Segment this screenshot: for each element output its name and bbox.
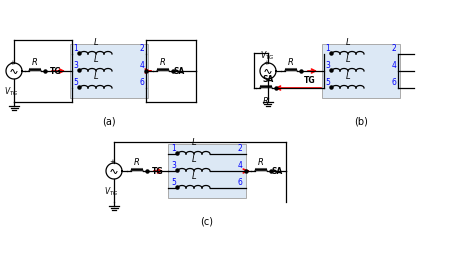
- Text: 6: 6: [139, 78, 145, 87]
- Text: $R$: $R$: [288, 56, 294, 67]
- Text: 5: 5: [73, 78, 78, 87]
- Text: $L$: $L$: [345, 70, 351, 81]
- Text: 5: 5: [326, 78, 330, 87]
- Text: SA: SA: [174, 67, 185, 76]
- Bar: [168, 145, 246, 198]
- Text: $V_{TG}$: $V_{TG}$: [104, 184, 118, 197]
- Text: $L$: $L$: [93, 53, 99, 64]
- Text: TG: TG: [152, 167, 164, 176]
- Text: 1: 1: [172, 144, 176, 152]
- Text: 3: 3: [326, 61, 330, 70]
- Text: $R$: $R$: [31, 56, 38, 67]
- Text: (b): (b): [354, 117, 368, 126]
- Text: 5: 5: [172, 177, 176, 186]
- Text: 6: 6: [392, 78, 396, 87]
- Text: +: +: [263, 59, 269, 65]
- Text: 6: 6: [237, 177, 242, 186]
- Text: 2: 2: [140, 44, 145, 53]
- Text: $L$: $L$: [345, 53, 351, 64]
- Text: $L$: $L$: [191, 152, 197, 163]
- Text: +: +: [9, 59, 15, 65]
- Text: $L$: $L$: [345, 36, 351, 47]
- Text: $R$: $R$: [263, 95, 270, 106]
- Text: SA: SA: [263, 75, 274, 84]
- Text: 4: 4: [392, 61, 396, 70]
- Text: $R$: $R$: [159, 56, 166, 67]
- Text: +: +: [109, 159, 115, 165]
- Text: $L$: $L$: [93, 36, 99, 47]
- Text: $L$: $L$: [93, 70, 99, 81]
- Text: $R$: $R$: [134, 155, 140, 166]
- Text: 2: 2: [392, 44, 396, 53]
- Text: SA: SA: [272, 167, 283, 176]
- Bar: [70, 45, 148, 99]
- Text: $V_{TG}$: $V_{TG}$: [260, 49, 274, 62]
- Text: 4: 4: [139, 61, 145, 70]
- Text: (c): (c): [201, 216, 213, 226]
- Text: $L$: $L$: [191, 169, 197, 180]
- Text: (a): (a): [102, 117, 116, 126]
- Text: 2: 2: [237, 144, 242, 152]
- Text: TG: TG: [50, 67, 62, 76]
- Text: 1: 1: [73, 44, 78, 53]
- Text: $V_{TG}$: $V_{TG}$: [4, 85, 18, 97]
- Text: $R$: $R$: [257, 155, 264, 166]
- Text: 4: 4: [237, 160, 242, 169]
- Text: TG: TG: [304, 76, 316, 85]
- Bar: [322, 45, 400, 99]
- Text: $L$: $L$: [191, 135, 197, 146]
- Text: 3: 3: [73, 61, 78, 70]
- Text: 1: 1: [326, 44, 330, 53]
- Text: 3: 3: [172, 160, 176, 169]
